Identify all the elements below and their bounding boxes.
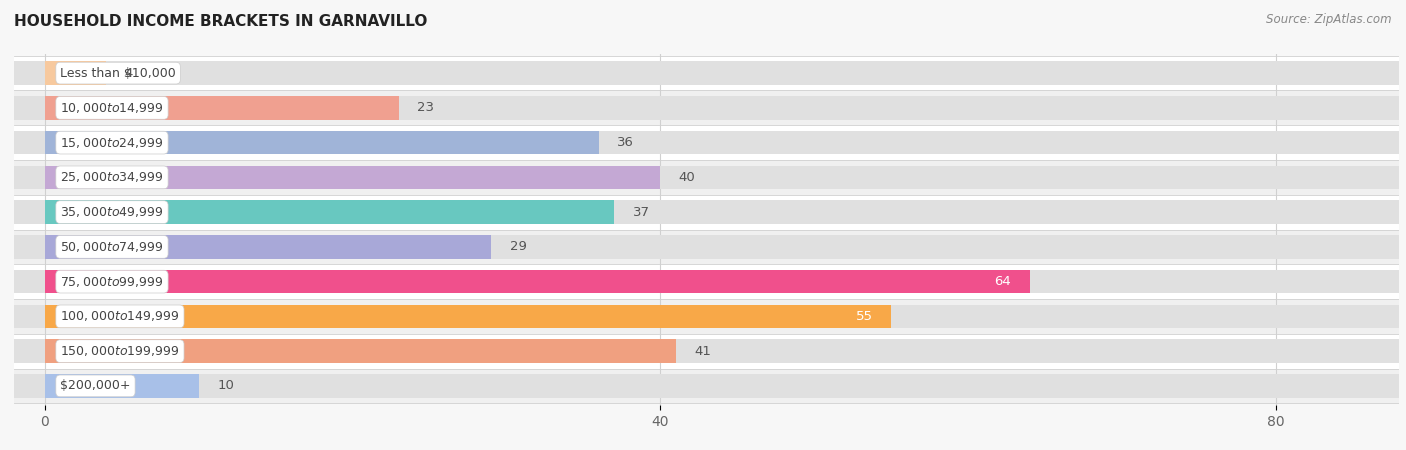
Bar: [14, 339, 1399, 363]
Bar: [45, 374, 198, 398]
FancyBboxPatch shape: [14, 90, 1399, 125]
Text: 10: 10: [217, 379, 233, 392]
Text: Source: ZipAtlas.com: Source: ZipAtlas.com: [1267, 14, 1392, 27]
Text: 23: 23: [418, 101, 434, 114]
Text: 4: 4: [125, 67, 134, 80]
Bar: [45, 235, 491, 259]
FancyBboxPatch shape: [14, 56, 1399, 90]
Text: 36: 36: [617, 136, 634, 149]
Text: 37: 37: [633, 206, 650, 219]
Bar: [45, 61, 107, 85]
Bar: [14, 235, 1399, 259]
Bar: [45, 131, 599, 154]
Text: HOUSEHOLD INCOME BRACKETS IN GARNAVILLO: HOUSEHOLD INCOME BRACKETS IN GARNAVILLO: [14, 14, 427, 28]
FancyBboxPatch shape: [14, 264, 1399, 299]
Bar: [45, 305, 891, 328]
Text: 64: 64: [994, 275, 1011, 288]
FancyBboxPatch shape: [14, 195, 1399, 230]
Text: $15,000 to $24,999: $15,000 to $24,999: [60, 135, 163, 149]
Text: $150,000 to $199,999: $150,000 to $199,999: [60, 344, 180, 358]
Text: 40: 40: [679, 171, 696, 184]
FancyBboxPatch shape: [14, 160, 1399, 195]
Bar: [14, 270, 1399, 293]
Bar: [45, 339, 676, 363]
Text: $25,000 to $34,999: $25,000 to $34,999: [60, 171, 163, 184]
FancyBboxPatch shape: [14, 230, 1399, 264]
Text: $75,000 to $99,999: $75,000 to $99,999: [60, 274, 163, 288]
Bar: [45, 166, 661, 189]
Bar: [45, 96, 399, 120]
FancyBboxPatch shape: [14, 125, 1399, 160]
Text: 41: 41: [695, 345, 711, 358]
Text: 29: 29: [509, 240, 526, 253]
Bar: [14, 96, 1399, 120]
Bar: [14, 61, 1399, 85]
Text: $50,000 to $74,999: $50,000 to $74,999: [60, 240, 163, 254]
Bar: [14, 374, 1399, 398]
FancyBboxPatch shape: [14, 369, 1399, 403]
Text: 55: 55: [856, 310, 873, 323]
FancyBboxPatch shape: [14, 299, 1399, 334]
Bar: [14, 131, 1399, 154]
Text: $100,000 to $149,999: $100,000 to $149,999: [60, 310, 180, 324]
Bar: [14, 166, 1399, 189]
Text: Less than $10,000: Less than $10,000: [60, 67, 176, 80]
Bar: [45, 270, 1029, 293]
Text: $35,000 to $49,999: $35,000 to $49,999: [60, 205, 163, 219]
Bar: [45, 200, 614, 224]
Bar: [14, 305, 1399, 328]
Bar: [14, 200, 1399, 224]
Text: $10,000 to $14,999: $10,000 to $14,999: [60, 101, 163, 115]
FancyBboxPatch shape: [14, 334, 1399, 369]
Text: $200,000+: $200,000+: [60, 379, 131, 392]
